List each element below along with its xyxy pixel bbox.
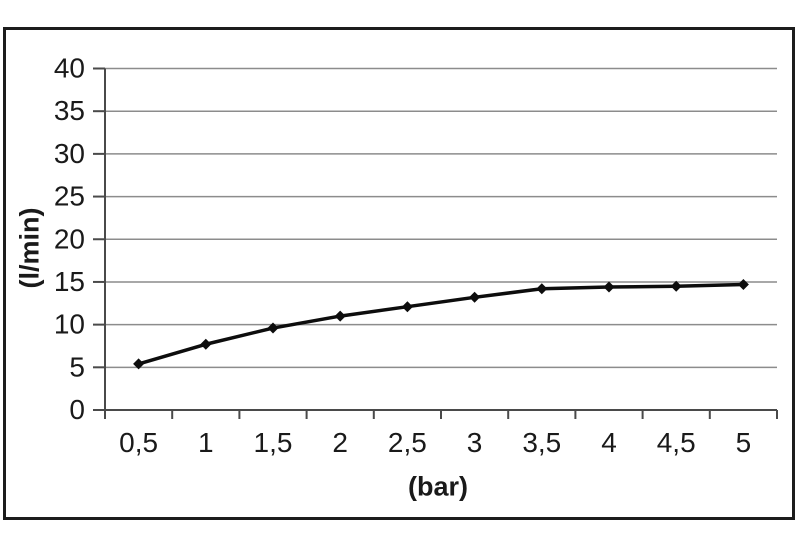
data-point-marker	[536, 283, 548, 295]
y-tick-label: 0	[69, 394, 85, 425]
y-tick-label: 5	[69, 351, 85, 382]
x-tick-label: 4,5	[657, 427, 696, 458]
y-tick-label: 30	[54, 138, 85, 169]
y-axis-title: (l/min)	[14, 207, 45, 289]
x-tick-label: 2	[332, 427, 348, 458]
series-line	[138, 282, 744, 366]
y-tick-label: 20	[54, 223, 85, 254]
data-point-marker	[469, 291, 481, 303]
y-tick-label: 25	[54, 181, 85, 212]
y-tick-label: 40	[54, 53, 85, 84]
x-tick-label: 5	[736, 427, 752, 458]
data-point-marker	[133, 358, 145, 370]
data-point-marker	[603, 281, 615, 293]
y-tick-label: 10	[54, 309, 85, 340]
x-tick-label: 3,5	[522, 427, 561, 458]
x-axis-title: (bar)	[408, 471, 468, 502]
x-tick-label: 1,5	[254, 427, 293, 458]
data-point-marker	[200, 338, 212, 350]
data-point-marker	[401, 301, 413, 313]
x-tick-label: 1	[198, 427, 214, 458]
y-tick-label: 15	[54, 266, 85, 297]
chart-frame	[3, 27, 795, 520]
data-point-marker	[670, 280, 682, 292]
y-tick-label: 35	[54, 95, 85, 126]
data-point-marker	[267, 322, 279, 334]
data-point-marker	[737, 278, 749, 290]
x-tick-label: 3	[467, 427, 483, 458]
x-tick-label: 0,5	[119, 427, 158, 458]
x-tick-label: 4	[601, 427, 617, 458]
data-point-marker	[334, 310, 346, 322]
x-tick-label: 2,5	[388, 427, 427, 458]
